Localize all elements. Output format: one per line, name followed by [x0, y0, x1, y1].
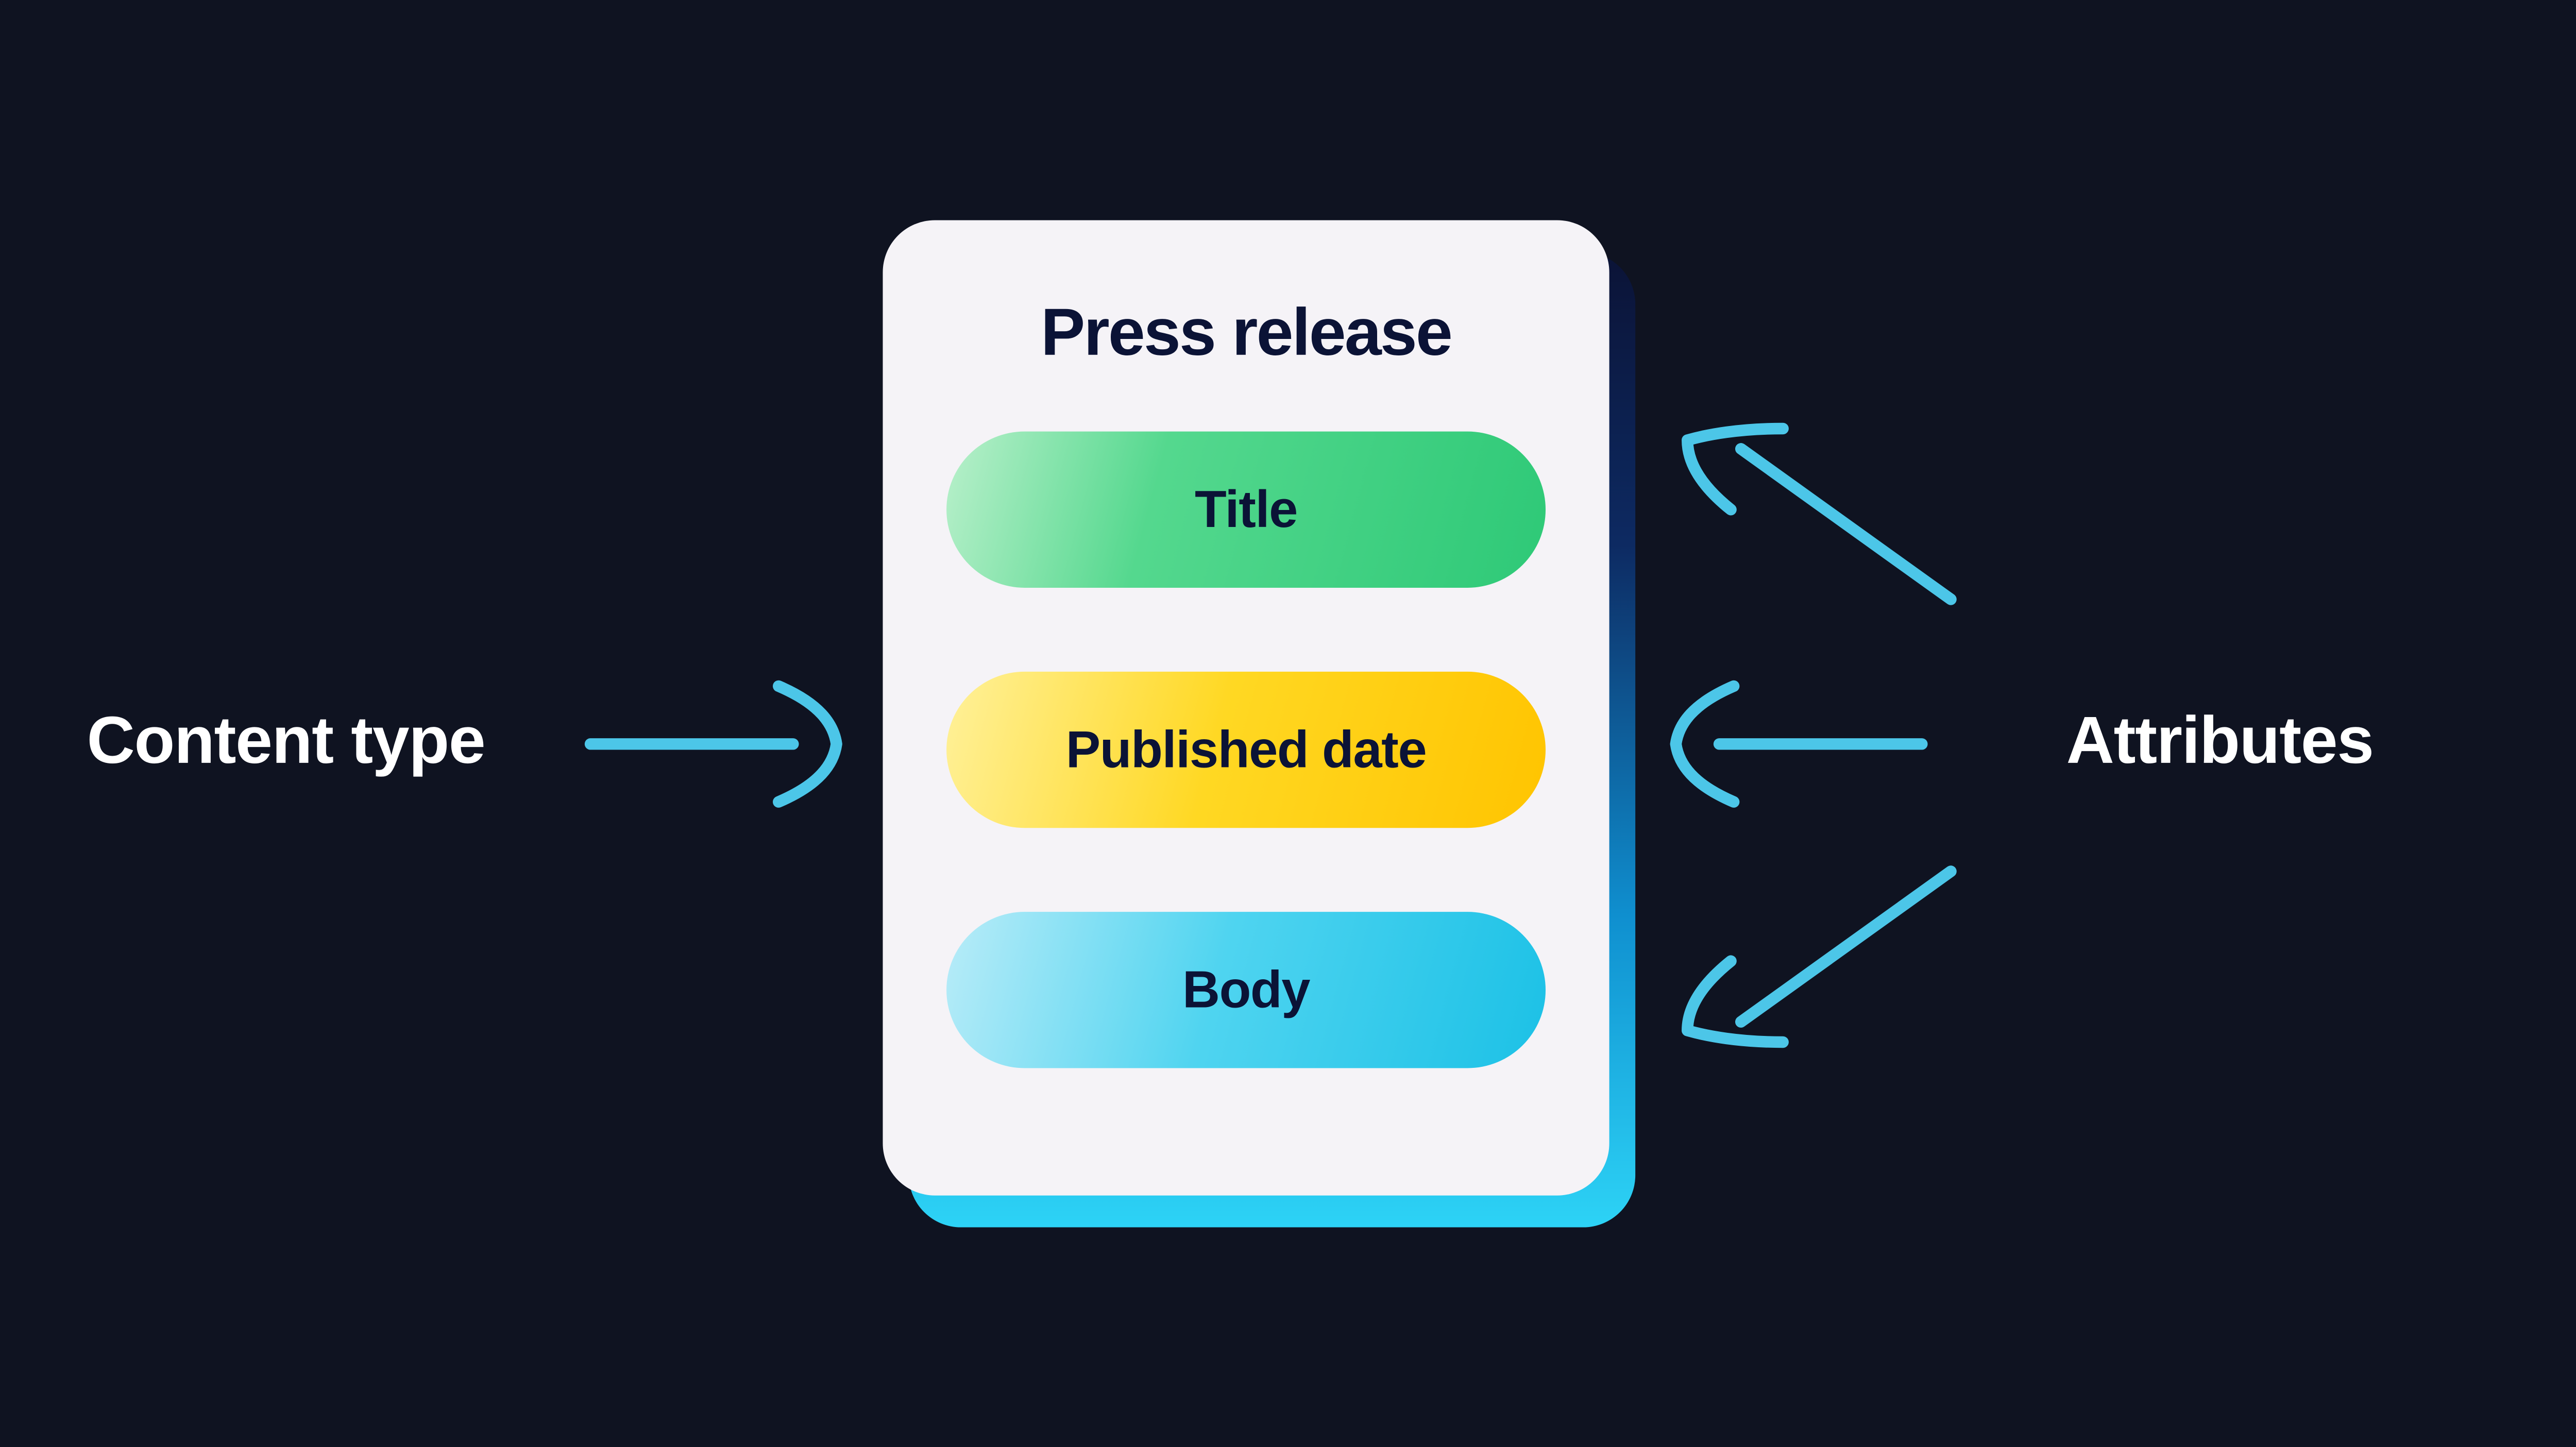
arrow-left-icon [576, 671, 851, 816]
attribute-pill-label: Published date [1066, 719, 1427, 780]
attribute-pill-label: Body [1182, 959, 1310, 1020]
attribute-pill-label: Title [1195, 479, 1297, 540]
content-type-card: Press release Title Published date Body [883, 220, 1621, 1216]
attributes-label: Attributes [2066, 701, 2374, 779]
arrow-right-mid-icon [1662, 671, 1937, 816]
attribute-pill-published-date: Published date [946, 671, 1546, 827]
content-type-label: Content type [87, 701, 485, 779]
diagram-stage: Content type Attributes Press release Ti… [0, 179, 2576, 1267]
attribute-pill-title: Title [946, 431, 1546, 587]
arrow-right-bot-icon [1662, 857, 1965, 1074]
card-title: Press release [1041, 292, 1451, 370]
card: Press release Title Published date Body [883, 220, 1609, 1195]
arrow-right-top-icon [1662, 397, 1965, 614]
attribute-pill-body: Body [946, 912, 1546, 1068]
